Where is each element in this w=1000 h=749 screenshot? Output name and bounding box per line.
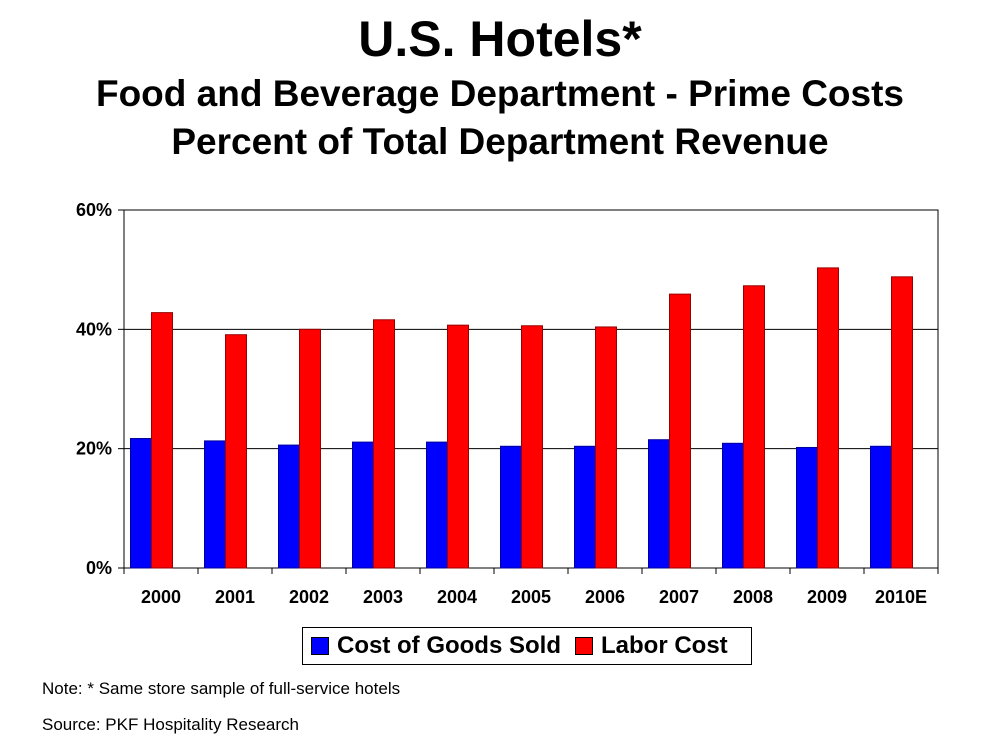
x-tick-label: 2009: [807, 587, 847, 607]
bar-labor: [669, 293, 691, 569]
chart-subtitle-line-1: Food and Beverage Department - Prime Cos…: [95, 73, 905, 114]
y-tick-label: 40%: [76, 319, 112, 339]
legend-item-cogs: Cost of Goods Sold: [311, 632, 561, 660]
legend-item-labor: Labor Cost: [574, 632, 728, 660]
bar-labor: [447, 324, 469, 569]
bar-labor: [817, 267, 839, 569]
y-tick-label: 60%: [76, 200, 112, 220]
x-tick-label: 2004: [437, 587, 477, 607]
bar-cogs: [130, 438, 152, 569]
y-tick-label: 0%: [86, 558, 112, 578]
bar-labor: [151, 312, 173, 569]
legend-swatch-cogs: [311, 637, 329, 655]
bar-labor: [521, 325, 543, 569]
bar-cogs: [796, 446, 818, 569]
x-tick-label: 2000: [141, 587, 181, 607]
chart-legend: Cost of Goods Sold Labor Cost: [302, 627, 752, 665]
x-tick-label: 2007: [659, 587, 699, 607]
bar-cogs: [722, 442, 744, 569]
bar-cogs: [574, 445, 596, 569]
x-tick-label: 2005: [511, 587, 551, 607]
bar-chart: 0% 20% 40% 60% 2000 2001 2002 2003 2004 2005 2006 2…: [76, 200, 939, 607]
x-tick-label: 2003: [363, 587, 403, 607]
footnote-note: Note: * Same store sample of full-servic…: [42, 679, 401, 698]
legend-label-labor: Labor Cost: [600, 632, 728, 659]
bar-labor: [743, 285, 765, 569]
bar-cogs: [648, 439, 670, 569]
y-tick-label: 20%: [76, 439, 112, 459]
chart-subtitle-line-2: Percent of Total Department Revenue: [171, 121, 829, 162]
bar-labor: [225, 334, 247, 569]
bar-cogs: [500, 445, 522, 569]
bar-cogs: [278, 444, 300, 569]
bar-labor: [891, 276, 913, 569]
bar-cogs: [870, 445, 892, 569]
bar-cogs: [352, 441, 374, 569]
bar-labor: [595, 326, 617, 569]
legend-label-cogs: Cost of Goods Sold: [337, 632, 561, 659]
bar-labor: [299, 328, 321, 569]
x-tick-label: 2010E: [875, 587, 927, 607]
x-tick-label: 2008: [733, 587, 773, 607]
x-tick-label: 2001: [215, 587, 255, 607]
chart-title: U.S. Hotels*: [358, 11, 642, 67]
bar-cogs: [426, 441, 448, 569]
x-tick-label: 2006: [585, 587, 625, 607]
bar-labor: [373, 319, 395, 569]
bar-cogs: [204, 440, 226, 569]
legend-swatch-labor: [574, 637, 593, 655]
x-tick-label: 2002: [289, 587, 329, 607]
title-block: U.S. Hotels* Food and Beverage Departmen…: [0, 8, 1000, 166]
footnote-source: Source: PKF Hospitality Research: [42, 715, 299, 734]
